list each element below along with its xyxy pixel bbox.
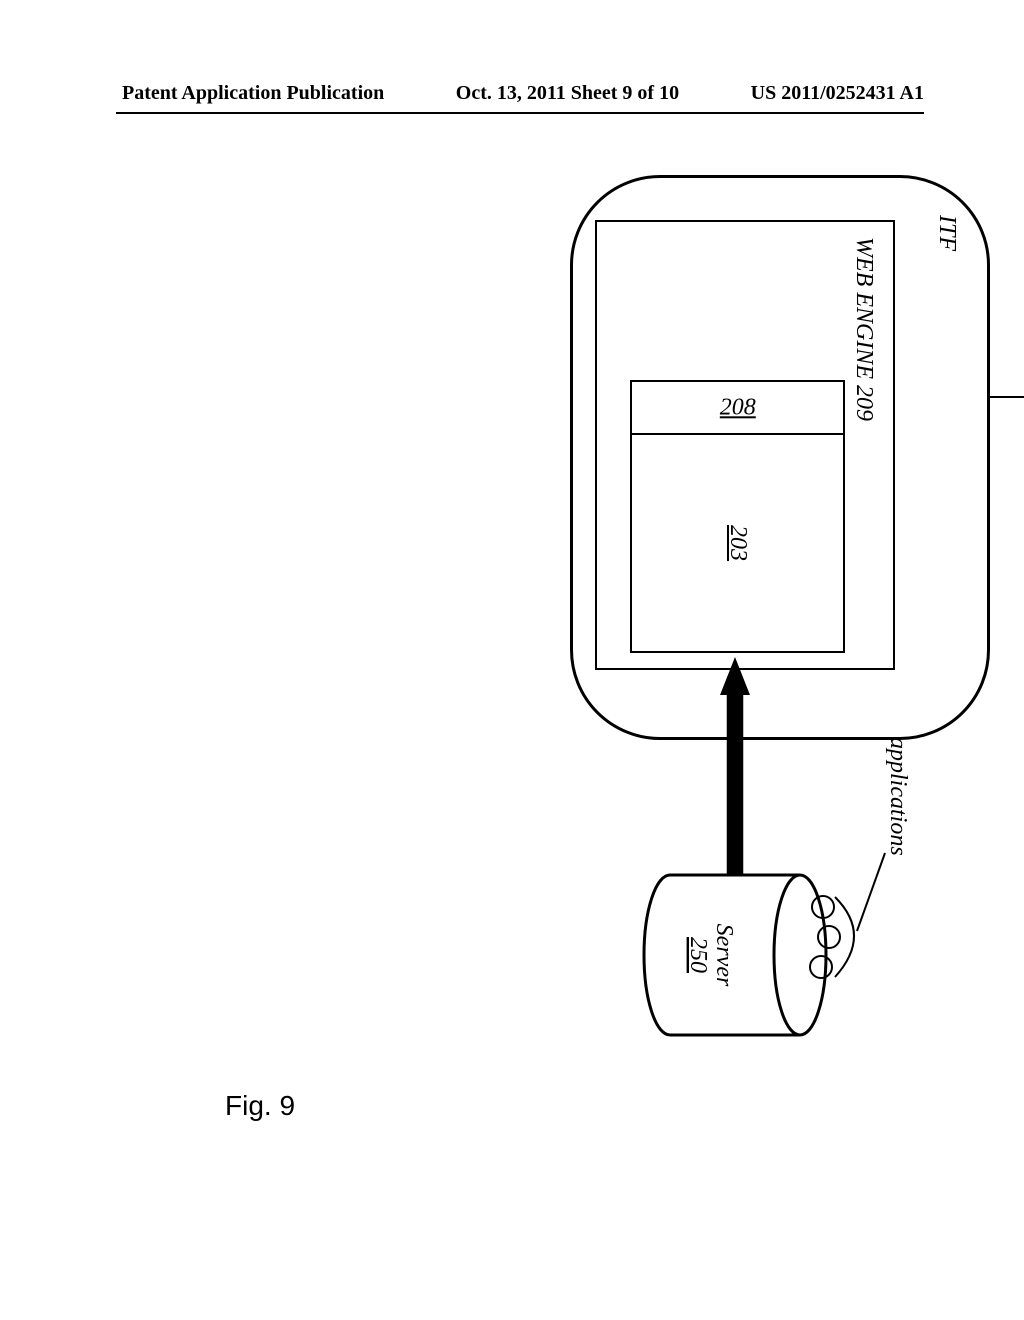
page: Patent Application Publication Oct. 13, …	[0, 0, 1024, 1320]
header-middle: Oct. 13, 2011 Sheet 9 of 10	[456, 82, 679, 105]
header-rule	[116, 112, 924, 114]
svg-text:applications: applications	[885, 737, 911, 856]
diagram-container: DISPLAY 260 ITF WEB ENGINE 209 208 203 S…	[215, 155, 835, 1115]
header-left: Patent Application Publication	[122, 82, 384, 105]
diagram-svg: Server250 applications	[555, 155, 1024, 1115]
svg-text:Server250: Server250	[685, 924, 737, 987]
page-header: Patent Application Publication Oct. 13, …	[122, 82, 924, 105]
header-right: US 2011/0252431 A1	[751, 82, 924, 105]
diagram-scene: DISPLAY 260 ITF WEB ENGINE 209 208 203 S…	[555, 155, 1024, 1115]
